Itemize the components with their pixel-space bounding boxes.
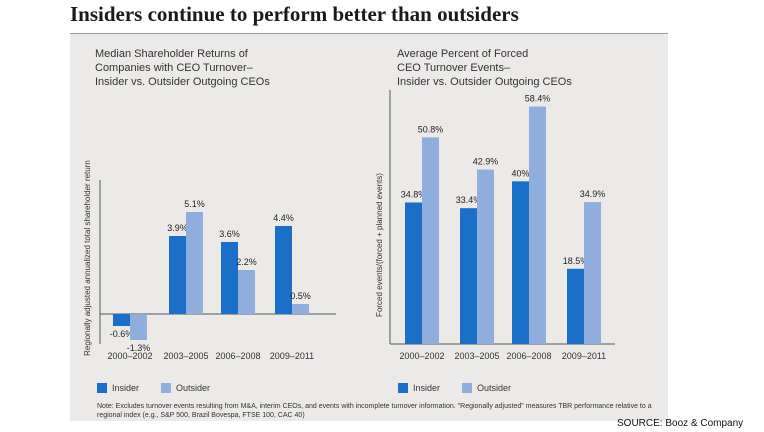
- bar-outsider-2: [529, 106, 546, 344]
- value-label-insider-2: 40%: [511, 168, 529, 178]
- source-credit: SOURCE: Booz & Company: [617, 418, 744, 429]
- value-label-insider-1: 3.9%: [167, 223, 188, 233]
- left-chart-title: Median Shareholder Returns of Companies …: [95, 47, 270, 89]
- legend-item-insider: Insider: [398, 383, 440, 393]
- bar-outsider-3: [292, 304, 309, 314]
- bar-outsider-2: [238, 270, 255, 314]
- bar-insider-2: [512, 181, 529, 344]
- value-label-insider-0: 34.8%: [401, 189, 427, 199]
- headline-rule: [70, 33, 668, 34]
- left-chart-title-line: Median Shareholder Returns of: [95, 48, 248, 60]
- bar-insider-3: [567, 268, 584, 344]
- value-label-outsider-3: 34.9%: [580, 189, 606, 199]
- legend-swatch-outsider: [462, 383, 473, 393]
- chart-panel-background: [70, 34, 668, 421]
- left-chart-legend: Insider Outsider: [97, 383, 232, 393]
- x-tick-label: 2006–2008: [506, 351, 551, 361]
- x-tick-label: 2000–2002: [399, 351, 444, 361]
- page-headline: Insiders continue to perform better than…: [70, 2, 519, 26]
- value-label-insider-0: -0.6%: [110, 329, 134, 339]
- legend-item-outsider: Outsider: [161, 383, 210, 393]
- legend-swatch-insider: [97, 383, 107, 393]
- bar-insider-0: [113, 314, 130, 326]
- value-label-insider-3: 4.4%: [273, 213, 294, 223]
- footnote: Note: Excludes turnover events resulting…: [97, 403, 652, 419]
- x-tick-label: 2000–2002: [107, 351, 152, 361]
- x-tick-label: 2009–2011: [562, 351, 606, 361]
- value-label-outsider-1: 5.1%: [184, 199, 205, 209]
- legend-label-insider: Insider: [413, 383, 441, 393]
- right-chart-legend: Insider Outsider: [398, 383, 533, 393]
- bar-outsider-1: [186, 212, 203, 314]
- legend-item-insider: Insider: [97, 383, 139, 393]
- bar-outsider-0: [422, 137, 439, 344]
- value-label-outsider-0: 50.8%: [418, 124, 444, 134]
- y-axis-title: Regionally adjusted annualized total sha…: [83, 160, 92, 356]
- legend-swatch-outsider: [161, 383, 172, 393]
- bar-insider-1: [460, 208, 477, 344]
- left-chart-title-line: Companies with CEO Turnover–: [95, 62, 253, 74]
- legend-label-outsider: Outsider: [477, 383, 512, 393]
- legend-label-insider: Insider: [112, 383, 140, 393]
- value-label-outsider-3: 0.5%: [290, 291, 311, 301]
- value-label-outsider-2: 58.4%: [525, 94, 551, 104]
- legend-swatch-insider: [398, 383, 408, 393]
- right-chart-title-line: CEO Turnover Events–: [397, 62, 511, 74]
- value-label-insider-2: 3.6%: [219, 229, 240, 239]
- bar-outsider-0: [130, 314, 147, 340]
- right-chart-title-line: Average Percent of Forced: [397, 48, 529, 60]
- left-chart-title-line: Insider vs. Outsider Outgoing CEOs: [95, 76, 270, 88]
- right-chart-title-line: Insider vs. Outsider Outgoing CEOs: [397, 76, 572, 88]
- y-axis-title: Forced events/(forced + planned events): [375, 173, 384, 317]
- x-tick-label: 2009–2011: [270, 351, 314, 361]
- bar-outsider-3: [584, 202, 601, 344]
- bar-insider-1: [169, 236, 186, 314]
- right-chart-title: Average Percent of Forced CEO Turnover E…: [397, 47, 572, 89]
- bar-outsider-1: [477, 169, 494, 344]
- bar-insider-2: [221, 242, 238, 314]
- value-label-insider-3: 18.5%: [563, 256, 589, 266]
- value-label-outsider-1: 42.9%: [473, 157, 499, 167]
- value-label-outsider-2: 2.2%: [236, 257, 257, 267]
- bar-insider-0: [405, 202, 422, 344]
- x-tick-label: 2006–2008: [215, 351, 260, 361]
- bar-insider-3: [275, 226, 292, 314]
- value-label-insider-1: 33.4%: [456, 195, 482, 205]
- value-label-outsider-0: -1.3%: [127, 343, 151, 353]
- legend-item-outsider: Outsider: [462, 383, 511, 393]
- x-tick-label: 2003–2005: [454, 351, 499, 361]
- x-tick-label: 2003–2005: [163, 351, 208, 361]
- legend-label-outsider: Outsider: [176, 383, 211, 393]
